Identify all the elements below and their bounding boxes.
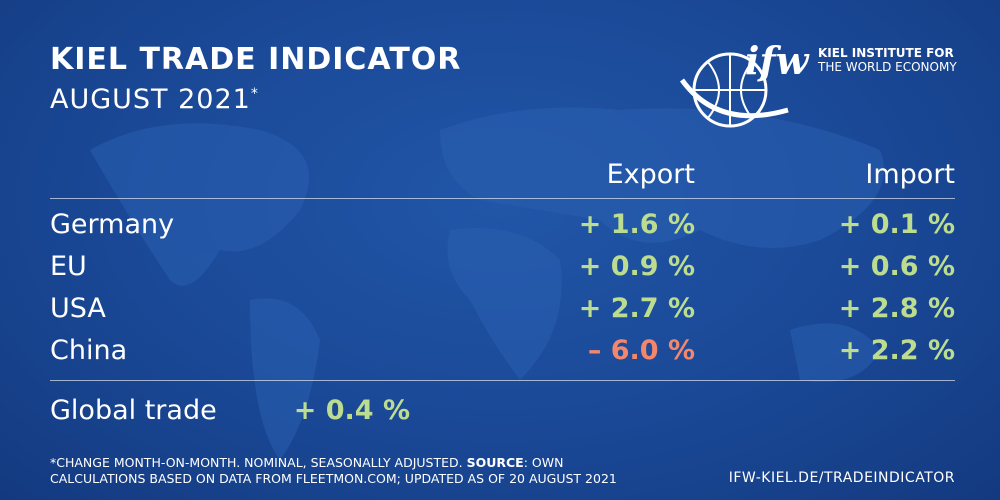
footnote-line: *CHANGE MONTH-ON-MONTH. NOMINAL, SEASONA… [50, 455, 617, 471]
footnote-line: CALCULATIONS BASED ON DATA FROM FLEETMON… [50, 471, 617, 486]
logo-line: KIEL INSTITUTE FOR [818, 46, 954, 60]
row-label: EU [50, 251, 87, 282]
cell-value: + 1.6 % [578, 209, 695, 240]
cell-value: + 0.9 % [578, 251, 695, 282]
footnote-text: : OWN [523, 455, 564, 470]
row-label: USA [50, 293, 106, 324]
logo-text: KIEL INSTITUTE FOR THE WORLD ECONOMY [818, 46, 957, 74]
row-label: Germany [50, 209, 175, 240]
footnote-bold: SOURCE [466, 455, 524, 470]
subtitle-text: AUGUST 2021 [50, 84, 251, 115]
cell-value: + 2.7 % [578, 293, 695, 324]
global-value: + 0.4 % [293, 395, 410, 426]
global-label: Global trade [50, 395, 217, 426]
cell-value: + 0.1 % [838, 209, 955, 240]
rule [50, 380, 955, 381]
cell-value: + 0.6 % [838, 251, 955, 282]
subtitle-mark: * [250, 86, 259, 102]
cell-value: + 2.8 % [838, 293, 955, 324]
rule [50, 198, 955, 199]
column-header: Export [606, 159, 695, 190]
cell-value: – 6.0 % [587, 335, 695, 366]
logo-line: THE WORLD ECONOMY [818, 60, 957, 74]
cell-value: + 2.2 % [838, 335, 955, 366]
column-header: Import [865, 159, 955, 190]
subtitle: AUGUST 2021* [50, 84, 259, 115]
url: IFW-KIEL.DE/TRADEINDICATOR [728, 470, 955, 486]
row-label: China [50, 335, 128, 366]
title: KIEL TRADE INDICATOR [50, 42, 462, 77]
footnote: *CHANGE MONTH-ON-MONTH. NOMINAL, SEASONA… [50, 455, 617, 487]
footnote-text: *CHANGE MONTH-ON-MONTH. NOMINAL, SEASONA… [50, 455, 467, 470]
logo-mark: ifw [745, 38, 809, 83]
logo-globe [679, 52, 789, 128]
